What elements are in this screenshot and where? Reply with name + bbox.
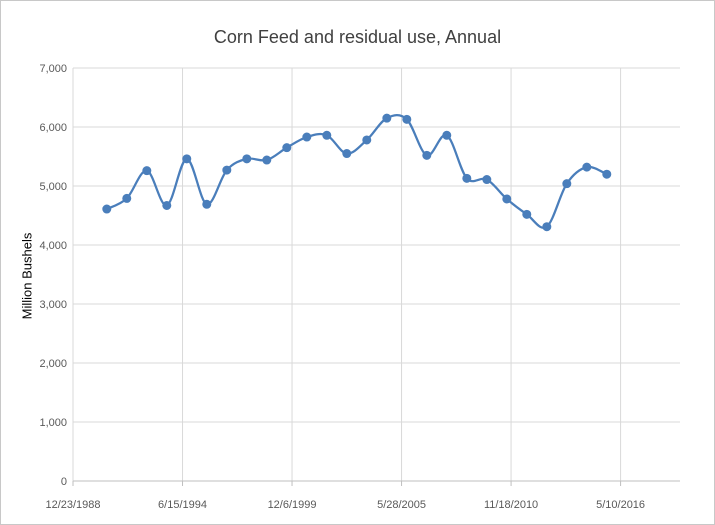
data-point (362, 135, 372, 145)
x-tick-label: 5/28/2005 (377, 499, 426, 511)
series-line (106, 114, 608, 229)
data-point (302, 132, 312, 142)
x-tick-label: 12/6/1999 (268, 499, 317, 511)
data-point (582, 162, 592, 172)
chart-title: Corn Feed and residual use, Annual (213, 27, 502, 47)
x-tick-label: 5/10/2016 (596, 499, 645, 511)
data-point (242, 154, 252, 164)
data-point (562, 179, 572, 189)
data-point (282, 143, 292, 153)
data-point (322, 130, 332, 140)
data-point (602, 169, 612, 179)
data-point (382, 113, 392, 123)
data-point (142, 166, 152, 176)
data-point (422, 150, 432, 160)
y-tick-label: 0 (61, 476, 67, 488)
x-tick-label: 11/18/2010 (484, 499, 538, 511)
data-point (402, 114, 412, 124)
data-point (542, 222, 552, 232)
y-tick-label: 1,000 (39, 417, 67, 429)
data-point (442, 130, 452, 140)
x-tick-label: 12/23/1988 (45, 499, 100, 511)
y-tick-label: 2,000 (39, 358, 67, 370)
y-tick-label: 7,000 (39, 63, 67, 75)
data-point (162, 200, 172, 210)
data-point (482, 175, 492, 185)
y-tick-label: 5,000 (39, 181, 67, 193)
x-tick-label: 6/15/1994 (158, 499, 207, 511)
data-point (262, 155, 272, 165)
data-point (102, 204, 112, 214)
data-point (202, 199, 212, 209)
y-tick-label: 6,000 (39, 122, 67, 134)
y-tick-label: 3,000 (39, 299, 67, 311)
data-point (342, 149, 352, 159)
data-point (222, 165, 232, 175)
data-point (182, 154, 192, 164)
data-point (122, 193, 132, 203)
y-tick-label: 4,000 (39, 240, 67, 252)
data-point (502, 194, 512, 204)
data-point (462, 173, 472, 183)
data-point (522, 209, 532, 219)
